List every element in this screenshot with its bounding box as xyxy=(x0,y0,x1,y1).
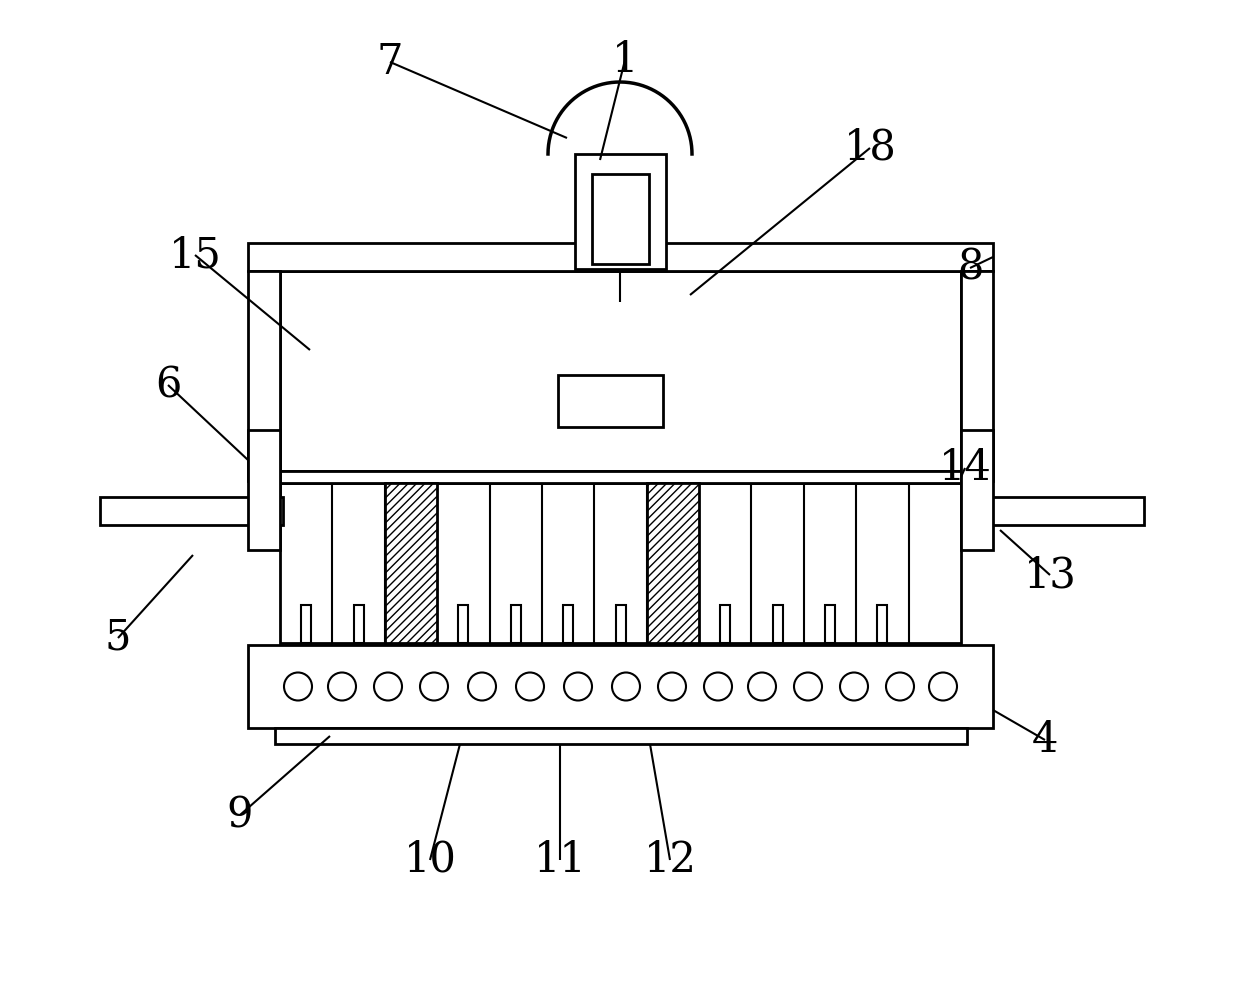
Text: 13: 13 xyxy=(1023,554,1076,596)
Bar xyxy=(825,605,835,643)
Bar xyxy=(773,605,782,643)
Bar xyxy=(558,375,663,427)
Bar xyxy=(280,483,961,643)
Text: 15: 15 xyxy=(169,234,222,276)
Bar xyxy=(459,605,469,643)
Bar xyxy=(384,483,438,643)
Bar xyxy=(301,605,311,643)
Bar xyxy=(878,605,888,643)
Text: 11: 11 xyxy=(533,839,587,881)
Bar xyxy=(961,497,1145,525)
Bar xyxy=(248,271,280,481)
Bar xyxy=(511,605,521,643)
Bar xyxy=(591,174,649,264)
Text: 1: 1 xyxy=(611,39,639,81)
Text: 5: 5 xyxy=(104,617,131,659)
Bar xyxy=(275,728,967,744)
Bar xyxy=(575,154,666,269)
Bar xyxy=(961,271,993,481)
Text: 4: 4 xyxy=(1032,719,1058,761)
Text: 12: 12 xyxy=(644,839,697,881)
Bar xyxy=(280,471,961,483)
Bar xyxy=(720,605,730,643)
Bar xyxy=(353,605,363,643)
Text: 6: 6 xyxy=(155,364,181,406)
Text: 18: 18 xyxy=(843,127,897,169)
Text: 8: 8 xyxy=(957,247,983,289)
Bar xyxy=(248,243,993,271)
Bar xyxy=(280,271,961,471)
Text: 9: 9 xyxy=(227,794,253,836)
Bar xyxy=(563,605,573,643)
Bar xyxy=(961,430,993,550)
Bar xyxy=(615,605,625,643)
Bar xyxy=(248,645,993,728)
Text: 7: 7 xyxy=(377,41,403,83)
Text: 10: 10 xyxy=(403,839,456,881)
Bar xyxy=(647,483,699,643)
Bar xyxy=(100,497,283,525)
Bar xyxy=(248,430,280,550)
Text: 14: 14 xyxy=(939,447,992,489)
